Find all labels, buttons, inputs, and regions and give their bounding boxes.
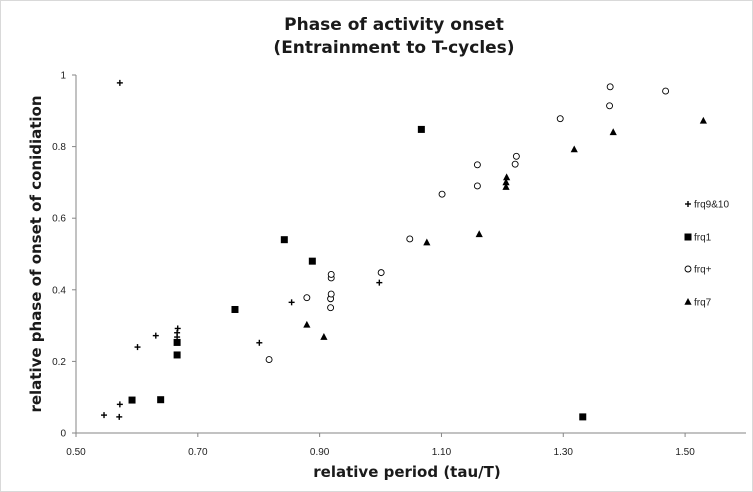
point-square [231, 305, 239, 313]
point-triangle [475, 230, 483, 238]
point-triangle [609, 128, 617, 136]
legend-item: frq7 [684, 298, 712, 309]
point-triangle [423, 238, 431, 246]
x-axis-title: relative period (tau/T) [313, 463, 500, 481]
legend-marker-triangle [684, 298, 692, 305]
point-circle [606, 102, 614, 110]
point-circle [473, 161, 481, 169]
legend-label: frq+ [694, 265, 712, 276]
point-square [280, 236, 288, 244]
point-plus [174, 325, 181, 332]
legend-marker-plus [685, 201, 691, 207]
y-axis-ticks: 0 0.2 0.4 0.6 0.8 1 [52, 71, 76, 440]
point-plus [101, 412, 108, 419]
legend-item: frq+ [684, 265, 712, 276]
point-square [173, 351, 181, 359]
series-plus [101, 79, 383, 420]
point-triangle [503, 173, 511, 181]
x-tick-label: 1.50 [675, 447, 695, 458]
legend-item: frq9&10 [685, 200, 729, 211]
x-tick-label: 0.70 [188, 447, 208, 458]
legend-label: frq7 [694, 298, 712, 309]
x-tick-label: 1.30 [554, 447, 574, 458]
point-square [128, 396, 136, 404]
y-tick-label: 0.2 [52, 357, 66, 368]
point-triangle [502, 178, 510, 186]
point-circle [327, 270, 335, 278]
point-circle [265, 356, 273, 364]
point-triangle [502, 183, 510, 190]
point-circle [473, 182, 481, 190]
legend-marker-circle [684, 265, 692, 273]
point-circle [327, 304, 335, 312]
point-square [173, 338, 181, 346]
point-square [417, 125, 425, 133]
chart-title: Phase of activity onset [284, 15, 504, 35]
y-axis-title: relative phase of onset of conidiation [27, 95, 45, 412]
point-plus [116, 413, 123, 420]
x-tick-label: 0.90 [310, 447, 330, 458]
y-tick-label: 1 [60, 71, 66, 82]
point-circle [303, 294, 311, 302]
point-triangle [303, 320, 311, 328]
point-plus [376, 279, 383, 286]
point-circle [511, 160, 519, 168]
x-axis-ticks: 0.50 0.70 0.90 1.10 1.30 1.50 [66, 433, 695, 458]
y-tick-label: 0.8 [52, 142, 66, 153]
data-points [101, 79, 707, 421]
point-plus [116, 79, 123, 86]
y-tick-label: 0 [60, 429, 66, 440]
point-plus [152, 332, 159, 339]
point-circle [662, 87, 670, 95]
point-plus [256, 339, 263, 346]
legend: frq9&10 frq1 frq+ frq7 [684, 200, 729, 309]
legend-marker-square [684, 233, 692, 241]
legend-item: frq1 [684, 233, 712, 244]
point-circle [556, 115, 564, 123]
x-tick-label: 1.10 [432, 447, 452, 458]
series-square [128, 125, 587, 421]
y-tick-label: 0.4 [52, 285, 66, 296]
point-triangle [699, 116, 707, 124]
point-circle [606, 83, 614, 91]
chart-subtitle: (Entrainment to T-cycles) [273, 38, 514, 58]
series-circle [265, 83, 670, 364]
point-circle [438, 190, 446, 198]
point-triangle [320, 333, 328, 340]
point-circle [406, 235, 414, 243]
y-tick-label: 0.6 [52, 214, 66, 225]
point-circle [512, 152, 520, 160]
point-plus [134, 344, 141, 351]
point-triangle [570, 145, 578, 153]
point-plus [116, 401, 123, 408]
point-square [579, 413, 587, 421]
x-tick-label: 0.50 [66, 447, 86, 458]
point-circle [327, 290, 335, 298]
point-square [157, 396, 165, 404]
series-triangle [303, 116, 707, 340]
legend-label: frq1 [694, 233, 712, 244]
point-square [308, 257, 316, 265]
legend-label: frq9&10 [694, 200, 729, 211]
point-plus [288, 299, 295, 306]
point-circle [377, 269, 385, 277]
